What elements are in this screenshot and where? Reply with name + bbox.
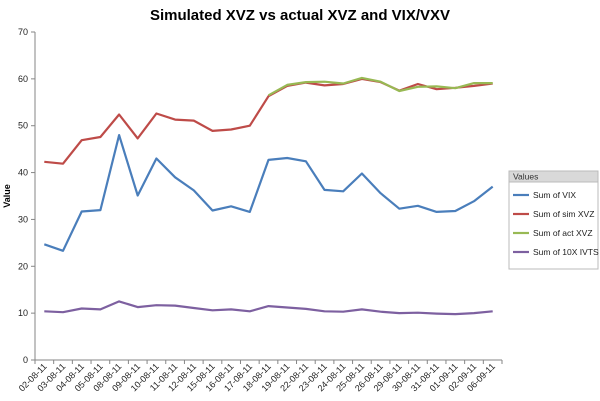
y-axis-label: Value: [2, 184, 12, 208]
series-line-1: [43, 134, 494, 252]
y-axis-label-group: Value: [2, 184, 12, 208]
legend: Values Sum of VIX Sum of sim XVZ Sum of act…: [508, 170, 599, 270]
chart-title: Simulated XVZ vs actual XVZ and VIX/VXV: [150, 7, 450, 24]
series-line-2: [44, 77, 493, 165]
legend-label: Sum of act XVZ: [533, 228, 593, 238]
legend-label: Sum of sim XVZ: [533, 209, 594, 219]
y-tick-label: 30: [18, 214, 28, 224]
legend-header: [508, 170, 599, 183]
y-tick-label: 70: [18, 27, 28, 37]
y-tick-label: 60: [18, 74, 28, 84]
y-tick-label: 20: [18, 261, 28, 271]
legend-label: Sum of 10X IVTS: [533, 247, 599, 257]
y-tick-label: 40: [18, 168, 28, 178]
y-tick-label: 10: [18, 308, 28, 318]
legend-label: Sum of VIX: [533, 190, 576, 200]
series-lines: [43, 76, 494, 316]
legend-title: Values: [513, 172, 538, 182]
series-line-4: [44, 300, 493, 316]
y-tick-label: 0: [23, 355, 28, 365]
series-line-3: [267, 76, 493, 97]
y-tick-label: 50: [18, 121, 28, 131]
